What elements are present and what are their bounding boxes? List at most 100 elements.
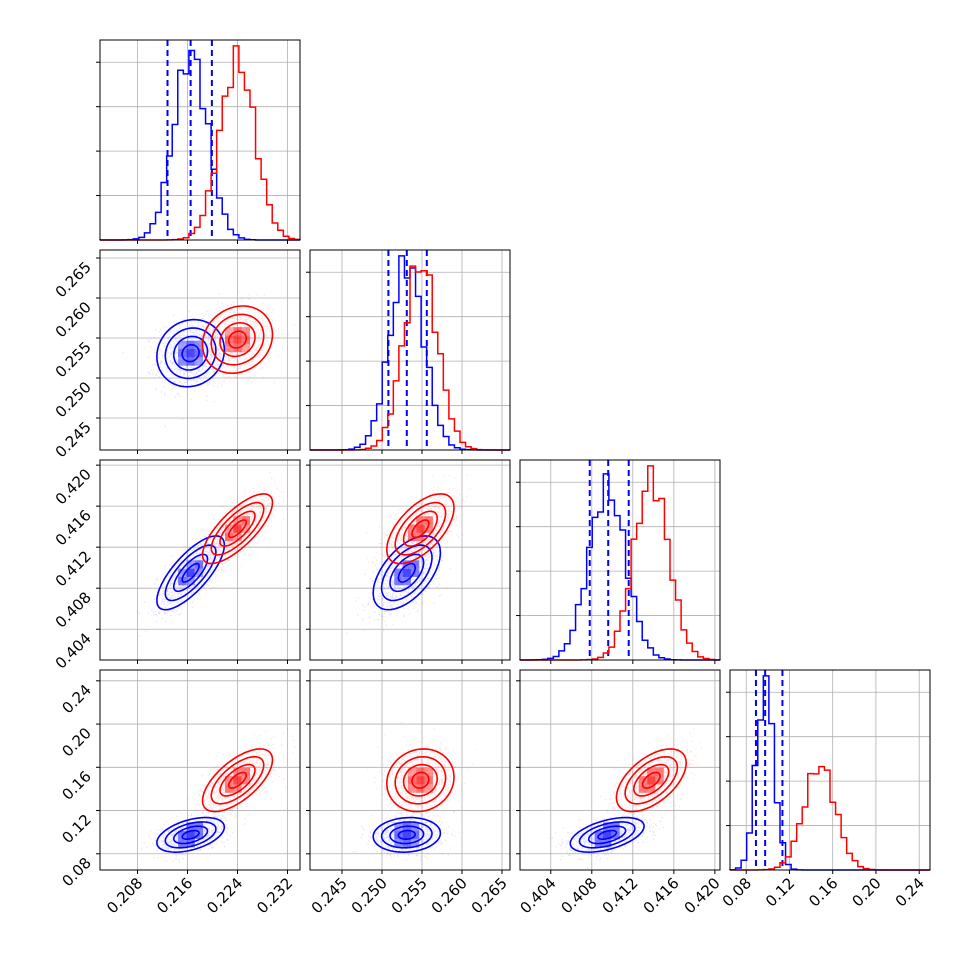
contour-red-0 (227, 771, 247, 789)
contour-red-2 (210, 313, 265, 366)
density-bin-blue (186, 349, 195, 358)
density-bin-blue (186, 568, 195, 577)
x-tick-label-p2: 0.412 (599, 874, 642, 917)
panel-frame-2-2 (519, 459, 721, 661)
contour-blue-3 (156, 816, 226, 854)
density-p1-0 (122, 291, 295, 428)
density-bin-red (647, 776, 656, 785)
contour-red-3 (385, 493, 455, 565)
y-tick-label-p3: 0.24 (58, 681, 94, 717)
contour-blue-0 (397, 562, 416, 583)
density-bin-red (225, 327, 234, 336)
density-bin-red (416, 532, 425, 542)
contour-blue-0 (597, 829, 618, 840)
panel-frame-3-0 (99, 669, 301, 871)
y-tick-label-p2: 0.404 (52, 629, 95, 672)
scatter-red-p2-1 (366, 474, 472, 587)
density-bin-red (655, 776, 664, 785)
contour-red-0 (641, 771, 661, 789)
contour-blue-2 (164, 821, 217, 849)
density-bin-red (241, 767, 250, 777)
contour-red-2 (210, 501, 265, 556)
scatter-blue-p2-1 (346, 525, 463, 634)
density-bin-blue (402, 830, 411, 840)
contour-blue-0 (181, 344, 200, 363)
density-bin-blue (194, 340, 204, 350)
density-bin-red (407, 767, 417, 777)
scatter-blue-p1-0 (122, 293, 243, 428)
density-bin-blue (410, 839, 420, 848)
contour-blue-0 (397, 829, 416, 840)
density-bin-blue (410, 568, 420, 577)
contour-blue-1 (389, 553, 425, 593)
contour-red-0 (411, 771, 430, 789)
density-bin-red (225, 776, 234, 785)
contour-blue-1 (389, 825, 425, 845)
x-tick-label-p1: 0.260 (428, 874, 471, 917)
density-bin-red (638, 784, 648, 793)
panel-frame-3-3 (729, 669, 931, 871)
density-bin-blue (394, 576, 403, 586)
contour-red-1 (219, 510, 256, 547)
density-bin-red (241, 343, 250, 353)
contour-blue-2 (164, 544, 217, 602)
contour-blue-2 (380, 821, 433, 849)
x-tick-label-p1: 0.265 (468, 874, 511, 917)
density-bin-blue (186, 560, 195, 569)
panel-frame-2-0 (99, 459, 301, 661)
panel-frame-3-2 (519, 669, 721, 871)
y-tick-label-p3: 0.16 (58, 767, 94, 803)
contour-blue-3 (372, 535, 442, 611)
density-bin-blue (178, 357, 187, 366)
contour-blue-2 (164, 327, 217, 380)
density-bin-red (638, 776, 648, 785)
contour-blue-1 (587, 825, 627, 845)
density-p3-0 (140, 728, 297, 863)
contour-red-1 (402, 763, 439, 797)
density-bin-blue (186, 576, 195, 586)
contour-red-2 (624, 755, 679, 805)
y-tick-label-p2: 0.408 (52, 588, 95, 631)
density-bin-red (233, 767, 242, 777)
contour-red-1 (219, 322, 256, 358)
y-tick-label-p1: 0.265 (52, 258, 95, 301)
density-bin-blue (194, 568, 204, 577)
density-bin-blue (410, 560, 420, 569)
histogram-blue-p2 (519, 473, 720, 661)
panel-frame-1-1 (309, 249, 511, 451)
density-bin-red (241, 776, 250, 785)
density-bin-red (233, 335, 242, 344)
x-tick-label-p3: 0.16 (805, 874, 841, 910)
density-bin-blue (186, 830, 195, 840)
contour-blue-3 (156, 318, 226, 388)
contour-red-3 (615, 748, 688, 813)
x-tick-label-p0: 0.232 (253, 874, 296, 917)
histogram-red-p3 (730, 765, 930, 871)
contour-red-2 (394, 501, 447, 556)
contour-red-2 (394, 755, 447, 805)
density-bin-blue (178, 568, 187, 577)
density-bin-red (233, 784, 242, 793)
scatter-blue-p2-0 (136, 496, 253, 637)
histogram-red-p2 (520, 465, 721, 661)
density-bin-red (424, 516, 433, 525)
x-tick-label-p0: 0.216 (153, 874, 196, 917)
density-bin-red (647, 784, 656, 793)
y-tick-label-p1: 0.255 (52, 338, 95, 381)
histogram-red-p1 (310, 265, 510, 451)
y-tick-label-p3: 0.20 (58, 724, 94, 760)
x-tick-label-p1: 0.250 (348, 874, 391, 917)
x-tick-label-p2: 0.408 (558, 874, 601, 917)
y-tick-label-p1: 0.250 (52, 378, 95, 421)
x-tick-label-p2: 0.416 (640, 874, 683, 917)
panel-frame-2-1 (309, 459, 511, 661)
y-tick-label-p3: 0.12 (58, 811, 94, 847)
density-bin-red (233, 776, 242, 785)
corner-panels: 0.208 0.216 0.224 0.232 0.2450.2500.2550.260… (52, 39, 931, 917)
panel-frame-1-0 (99, 249, 301, 451)
density-bin-red (233, 532, 242, 542)
x-tick-label-p3: 0.08 (719, 874, 755, 910)
density-p2-1 (346, 474, 472, 634)
density-bin-red (424, 784, 433, 793)
density-bin-red (647, 767, 656, 777)
